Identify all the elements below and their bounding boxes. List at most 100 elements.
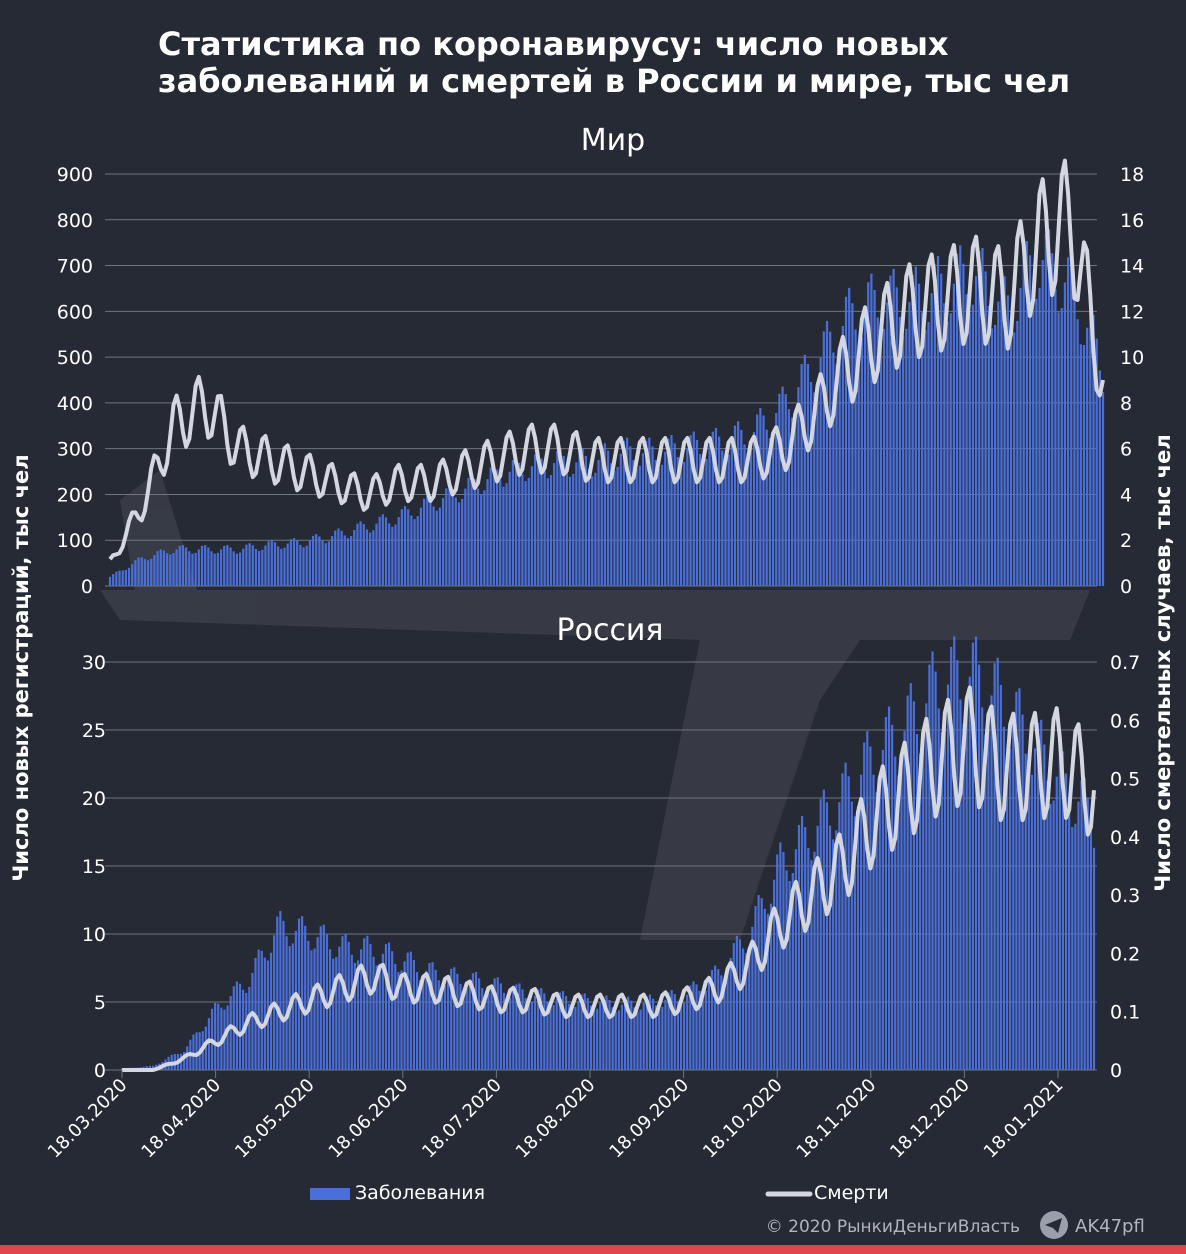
y-left-tick-label: 0: [81, 576, 93, 598]
case-bar: [238, 983, 242, 1070]
case-bar: [254, 548, 258, 586]
case-bar: [978, 251, 981, 586]
case-bar: [1092, 314, 1095, 586]
case-bar: [518, 462, 521, 586]
case-bar: [229, 547, 232, 586]
y-right-tick-label: 0.6: [1110, 710, 1140, 732]
case-bar: [756, 414, 759, 586]
case-bar: [844, 296, 848, 586]
case-bar: [701, 994, 704, 1070]
case-bar: [165, 553, 169, 586]
case-bar: [443, 985, 447, 1070]
y-right-tick-label: 10: [1120, 347, 1144, 369]
x-axis-ticks: 18.03.2020 18.04.2020 18.05.2020 18.06.2020…: [44, 1070, 1068, 1162]
case-bar: [856, 806, 860, 1070]
x-tick-label: 18.08.2020: [512, 1075, 600, 1163]
case-bar: [844, 762, 847, 1070]
case-bar: [763, 908, 766, 1070]
case-bar: [727, 454, 730, 586]
case-bar: [587, 468, 591, 586]
case-bar: [332, 958, 335, 1070]
case-bar: [807, 847, 810, 1070]
case-bar: [603, 443, 607, 586]
case-bar: [508, 471, 511, 586]
case-bar: [1077, 801, 1080, 1070]
case-bar: [521, 989, 524, 1070]
case-bar: [733, 425, 737, 586]
case-bar: [594, 472, 597, 586]
y-right-tick-label: 0.3: [1110, 885, 1140, 907]
case-bar: [990, 695, 993, 1070]
case-bar: [596, 1008, 599, 1070]
case-bar: [794, 409, 797, 586]
case-bar: [714, 965, 717, 1070]
case-bar: [1033, 748, 1037, 1070]
case-bar: [692, 431, 695, 586]
y-left-tick-label: 800: [57, 210, 93, 232]
case-bar: [873, 289, 876, 586]
case-bar: [148, 1065, 152, 1070]
case-bar: [397, 517, 400, 586]
case-bar: [886, 302, 889, 586]
case-bar: [617, 1010, 620, 1070]
case-bar: [412, 959, 415, 1070]
case-bar: [175, 549, 178, 586]
world-panel-title: Мир: [581, 123, 645, 158]
case-bar: [279, 910, 282, 1070]
case-bar: [292, 538, 296, 586]
case-bar: [981, 707, 984, 1070]
case-bar: [577, 1000, 580, 1070]
case-bar: [623, 998, 627, 1070]
case-bar: [676, 1000, 679, 1070]
case-bar: [537, 989, 540, 1070]
case-bar: [627, 996, 630, 1070]
case-bar: [434, 969, 437, 1070]
case-bar: [648, 994, 652, 1070]
russia-ticks: 0 5 10 15 20 25 30 0 0.1 0.2 0.3 0.4 0.5 0.6 0.7: [82, 652, 1140, 1082]
case-bar: [464, 488, 467, 586]
case-bar: [426, 495, 429, 586]
case-bar: [592, 1010, 596, 1070]
case-bar: [391, 951, 394, 1070]
case-bar: [1043, 744, 1046, 1070]
case-bar: [965, 713, 968, 1070]
case-bar: [664, 451, 667, 586]
case-bar: [1070, 254, 1073, 586]
case-bar: [600, 447, 603, 586]
case-bar: [216, 552, 219, 586]
case-bar: [943, 303, 946, 586]
case-bar: [902, 335, 905, 586]
case-bar: [197, 549, 200, 586]
case-bar: [876, 317, 879, 586]
case-bar: [702, 462, 705, 586]
case-bar: [765, 429, 768, 586]
case-bar: [658, 1009, 661, 1070]
case-bar: [565, 468, 568, 586]
case-bar: [819, 799, 822, 1070]
case-bar: [828, 825, 832, 1070]
case-bar: [483, 490, 486, 586]
case-bar: [1095, 338, 1098, 586]
case-bar: [337, 528, 340, 586]
case-bar: [310, 950, 313, 1070]
case-bar: [127, 567, 131, 586]
case-bar: [838, 354, 841, 586]
case-bar: [1028, 255, 1032, 586]
case-bar: [639, 1009, 642, 1070]
case-bar: [372, 956, 375, 1070]
case-bar: [1092, 847, 1096, 1070]
y-right-tick-label: 8: [1120, 393, 1132, 415]
x-tick-label: 18.12.2020: [886, 1075, 974, 1163]
legend-cases-label: Заболевания: [355, 1182, 485, 1204]
case-bar: [682, 1002, 686, 1070]
case-bar: [159, 549, 162, 586]
case-bar: [718, 436, 721, 586]
case-bar: [204, 1026, 207, 1070]
x-tick-label: 18.09.2020: [605, 1075, 693, 1163]
case-bar: [1000, 278, 1003, 586]
case-bar: [832, 839, 835, 1070]
x-tick-label: 18.10.2020: [699, 1075, 787, 1163]
case-bar: [347, 941, 350, 1070]
case-bar: [553, 463, 556, 586]
case-bar: [981, 247, 984, 586]
